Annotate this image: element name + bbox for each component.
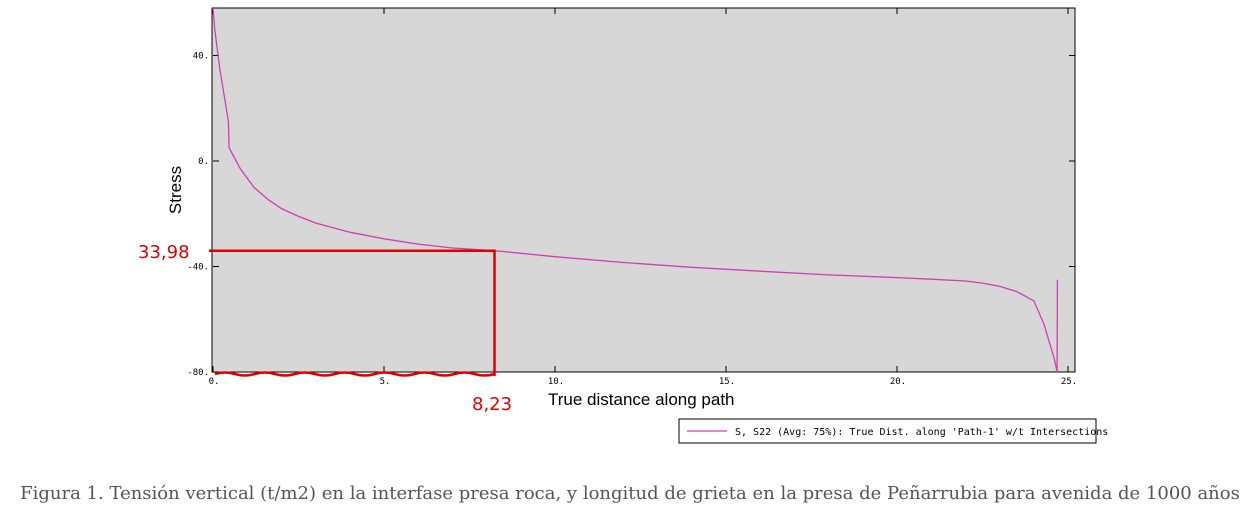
s22-stress-line (212, 7, 1059, 373)
crack-zone-wavy-line (214, 371, 495, 377)
annotation-distance-value: 8,23 (472, 394, 512, 415)
annotation-stress-value: 33,98 (138, 242, 190, 263)
y-tick-label: 0. (198, 157, 209, 167)
legend: S, S22 (Avg: 75%): True Dist. along 'Pat… (678, 418, 1108, 444)
y-tick-label: -80. (187, 368, 209, 378)
legend-label: S, S22 (Avg: 75%): True Dist. along 'Pat… (735, 427, 1108, 438)
plot-area (211, 7, 1076, 373)
x-tick-label: 25. (1061, 377, 1077, 387)
x-axis-title: True distance along path (548, 390, 735, 409)
y-axis-title: Stress (166, 166, 185, 214)
axis-tick-labels: 0. 5. 10. 15. 20. 25. 40. 0. -40. -80. (187, 51, 1077, 387)
x-tick-label: 10. (548, 377, 564, 387)
crack-length-guide (209, 249, 496, 376)
x-tick-label: 0. (209, 377, 220, 387)
x-tick-label: 15. (719, 377, 735, 387)
x-tick-label: 5. (380, 377, 391, 387)
y-tick-label: -40. (187, 262, 209, 272)
legend-box (678, 418, 1097, 444)
y-tick-label: 40. (193, 51, 209, 61)
figure-caption: Figura 1. Tensión vertical (t/m2) en la … (20, 483, 1240, 504)
stress-chart: 0. 5. 10. 15. 20. 25. 40. 0. -40. -80. 33,98 8,23… (138, 7, 1108, 444)
x-tick-label: 20. (890, 377, 906, 387)
